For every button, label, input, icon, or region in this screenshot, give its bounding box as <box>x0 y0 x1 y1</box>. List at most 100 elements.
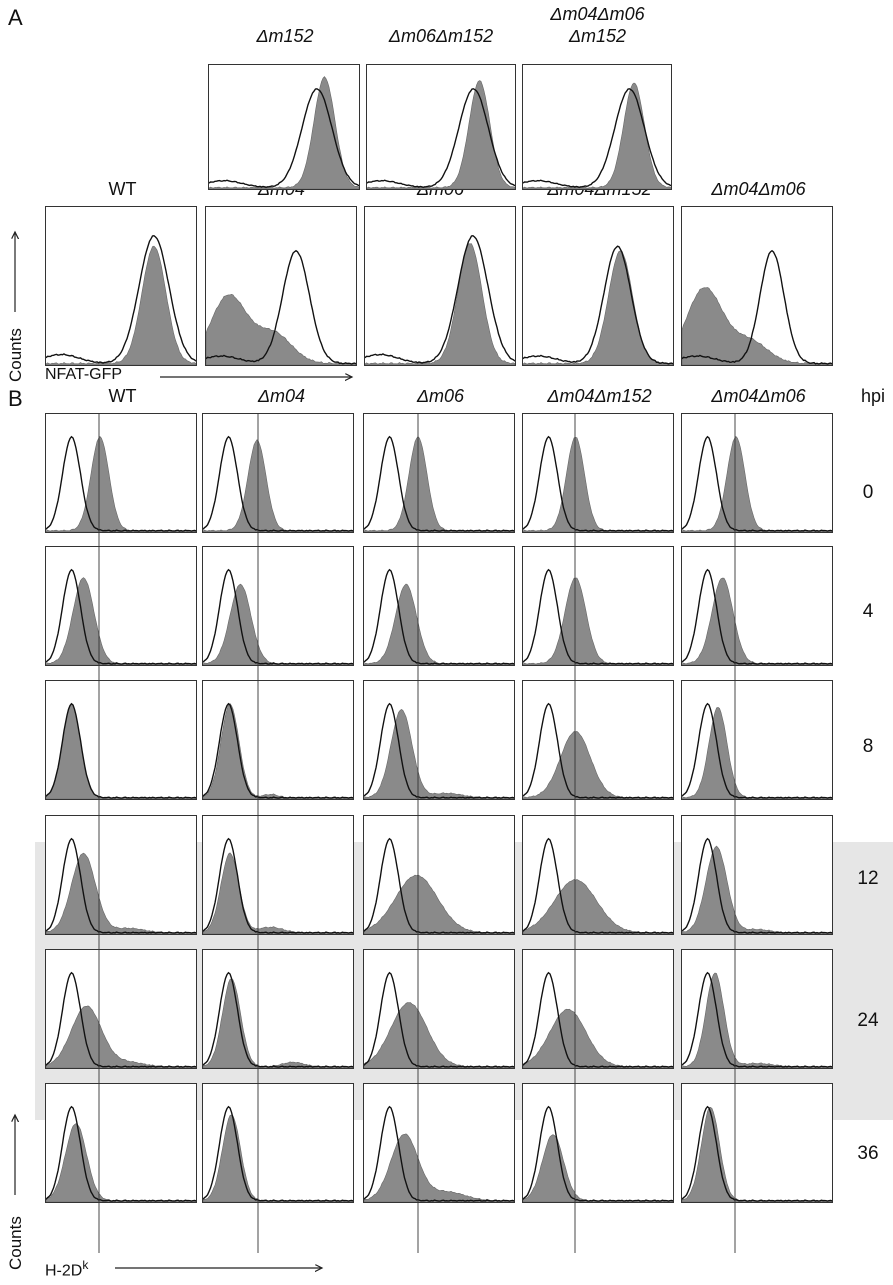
histogram-b-2-24 <box>202 949 354 1069</box>
filled-histogram <box>523 1134 673 1202</box>
outline-histogram <box>523 702 673 799</box>
histogram-b-4-12 <box>522 815 674 935</box>
col-header-a-bottom-1: WT <box>108 179 137 199</box>
outline-histogram <box>364 971 514 1068</box>
col-header-b-4: Δm04Δm152 <box>547 386 652 406</box>
outline-histogram <box>46 837 196 934</box>
filled-histogram <box>523 82 671 189</box>
filled-histogram <box>46 436 196 532</box>
histogram-b-1-36 <box>45 1083 197 1203</box>
filled-histogram <box>364 1002 514 1068</box>
histogram-b-4-36 <box>522 1083 674 1203</box>
outline-histogram <box>523 837 673 934</box>
histogram-b-1-4 <box>45 546 197 666</box>
outline-histogram <box>364 702 514 799</box>
histogram-b-3-12 <box>363 815 515 935</box>
histogram-a-bottom-1 <box>45 206 197 366</box>
outline-histogram <box>682 249 832 365</box>
outline-histogram <box>523 568 673 665</box>
histogram-b-4-8 <box>522 680 674 800</box>
filled-histogram <box>364 436 514 532</box>
histogram-a-top-2 <box>366 64 516 190</box>
outline-histogram <box>46 971 196 1068</box>
histogram-b-5-24 <box>681 949 833 1069</box>
histogram-b-2-36 <box>202 1083 354 1203</box>
filled-histogram <box>682 287 832 365</box>
filled-histogram <box>203 583 353 665</box>
outline-histogram <box>203 837 353 934</box>
col-header-a-bottom-5: Δm04Δm06 <box>711 179 806 199</box>
outline-histogram <box>46 435 196 532</box>
outline-histogram <box>682 1105 832 1202</box>
filled-histogram <box>523 1008 673 1068</box>
col-header-b-2: Δm04 <box>257 386 306 406</box>
outline-histogram <box>206 249 356 365</box>
row-label-36: 36 <box>857 1143 879 1164</box>
outline-histogram <box>46 568 196 665</box>
outline-histogram <box>365 234 515 364</box>
filled-histogram <box>523 250 673 365</box>
filled-histogram <box>682 577 832 665</box>
histogram-a-top-3 <box>522 64 672 190</box>
panel-label-a: A <box>8 5 23 30</box>
panel-b-x-axis-main: H-2D <box>45 1262 83 1280</box>
outline-histogram <box>203 568 353 665</box>
histogram-b-1-0 <box>45 413 197 533</box>
row-label-8: 8 <box>862 736 874 757</box>
histogram-a-bottom-2 <box>205 206 357 366</box>
filled-histogram <box>46 852 196 934</box>
filled-histogram <box>523 436 673 532</box>
col-header-a-top-1: Δm152 <box>256 26 314 46</box>
outline-histogram <box>523 1105 673 1202</box>
outline-histogram <box>46 702 196 799</box>
filled-histogram <box>364 583 514 665</box>
filled-histogram <box>46 245 196 365</box>
outline-histogram <box>367 88 515 188</box>
outline-histogram <box>523 435 673 532</box>
histogram-a-bottom-3 <box>364 206 516 366</box>
histogram-b-3-0 <box>363 413 515 533</box>
row-label-4: 4 <box>862 601 874 622</box>
histogram-a-top-1 <box>208 64 360 190</box>
histogram-b-1-12 <box>45 815 197 935</box>
filled-histogram <box>364 708 514 799</box>
filled-histogram <box>682 707 832 799</box>
outline-histogram <box>203 971 353 1068</box>
filled-histogram <box>203 1114 353 1202</box>
filled-histogram <box>682 1106 832 1202</box>
histogram-b-3-8 <box>363 680 515 800</box>
outline-histogram <box>523 88 671 188</box>
histogram-b-5-36 <box>681 1083 833 1203</box>
outline-histogram <box>46 1105 196 1202</box>
histogram-a-bottom-5 <box>681 206 833 366</box>
filled-histogram <box>682 972 832 1068</box>
col-header-b-1: WT <box>108 386 137 406</box>
panel-b-x-axis-sup: k <box>82 1258 89 1272</box>
col-header-a-top-2: Δm06Δm152 <box>388 26 494 46</box>
histogram-b-3-24 <box>363 949 515 1069</box>
filled-histogram <box>682 845 832 934</box>
outline-histogram <box>364 435 514 532</box>
outline-histogram <box>682 837 832 934</box>
row-label-12: 12 <box>857 868 879 889</box>
filled-histogram <box>46 1123 196 1202</box>
panel-b-y-axis-label: Counts <box>6 1216 25 1270</box>
filled-histogram <box>206 293 356 365</box>
histogram-b-4-0 <box>522 413 674 533</box>
filled-histogram <box>367 80 515 189</box>
histogram-b-2-0 <box>202 413 354 533</box>
filled-histogram <box>365 243 515 365</box>
filled-histogram <box>203 703 353 799</box>
filled-histogram <box>203 439 353 532</box>
histogram-b-2-4 <box>202 546 354 666</box>
outline-histogram <box>364 568 514 665</box>
histogram-b-3-36 <box>363 1083 515 1203</box>
filled-histogram <box>209 76 359 189</box>
filled-histogram <box>46 577 196 665</box>
filled-histogram <box>203 852 353 934</box>
filled-histogram <box>523 879 673 934</box>
filled-histogram <box>682 436 832 532</box>
histogram-b-5-8 <box>681 680 833 800</box>
row-header-hpi: hpi <box>860 386 886 406</box>
histogram-b-3-4 <box>363 546 515 666</box>
